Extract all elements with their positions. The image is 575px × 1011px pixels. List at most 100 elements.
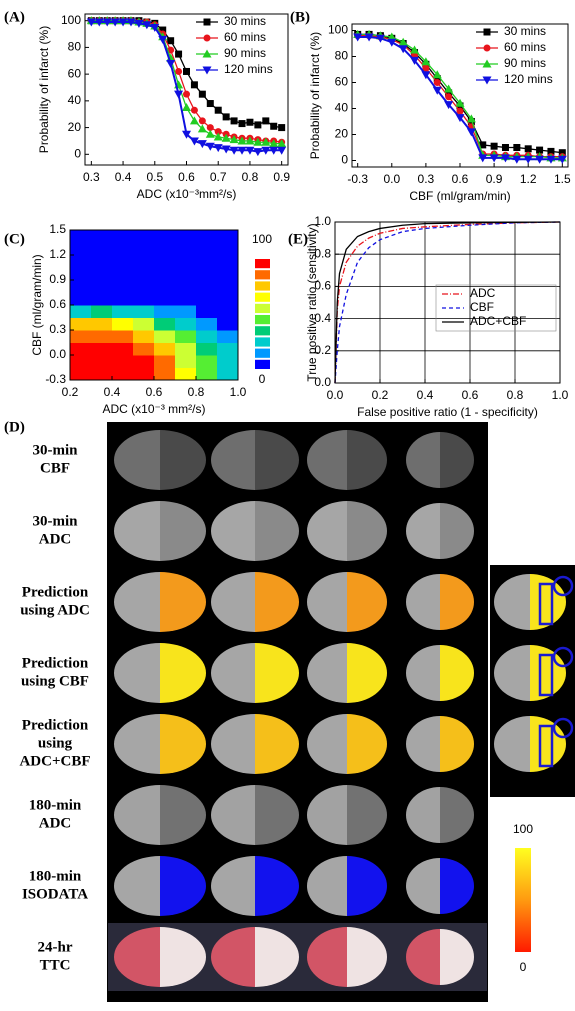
y-tick-label: 0.2	[314, 343, 331, 357]
plot-frame	[351, 23, 569, 168]
colorbar-label: 0	[520, 960, 527, 974]
marker	[261, 146, 271, 155]
marker	[206, 100, 214, 108]
slice-right	[255, 430, 299, 490]
contour-cell	[154, 330, 176, 343]
contour-cell	[196, 317, 218, 331]
contour-cell	[70, 255, 92, 268]
slice-left	[406, 645, 440, 701]
marker	[421, 57, 431, 66]
y-tick-label: 20	[68, 120, 82, 134]
slice-right	[347, 501, 387, 561]
contour-cell	[154, 355, 176, 368]
marker	[546, 155, 556, 164]
marker	[190, 106, 198, 114]
contour-cell	[196, 292, 218, 306]
marker	[206, 124, 214, 132]
y-tick-label: 80	[335, 49, 349, 63]
legend-label: 60 mins	[224, 30, 266, 44]
x-tick-label: 0.0	[383, 172, 400, 186]
inset-roi	[538, 653, 554, 697]
contour-cell	[196, 242, 218, 256]
slice-right	[440, 858, 474, 914]
legend-marker	[482, 76, 492, 85]
colorbar-swatch	[255, 326, 270, 336]
colorbar-swatch	[255, 303, 270, 313]
contour-cell	[175, 230, 197, 243]
marker	[214, 128, 222, 136]
slice-left	[211, 714, 255, 774]
contour-cell	[154, 367, 176, 381]
slice-right	[440, 503, 474, 559]
slice-right	[255, 785, 299, 845]
x-tick-label: 0.3	[418, 172, 435, 186]
contour-cell	[175, 292, 197, 306]
contour-cell	[154, 267, 176, 281]
marker	[500, 154, 510, 163]
slice-left	[211, 572, 255, 632]
marker	[261, 137, 271, 146]
slice-left	[307, 785, 347, 845]
marker	[455, 114, 465, 123]
marker	[229, 146, 239, 155]
y-tick-label: 80	[68, 40, 82, 54]
x-tick-label: 0.8	[507, 388, 524, 402]
marker	[246, 118, 254, 126]
inset-roi	[538, 724, 554, 768]
slice-left	[307, 856, 347, 916]
marker	[489, 154, 499, 163]
row-label: Prediction	[22, 584, 89, 600]
row-label: ADC	[39, 531, 72, 547]
slice-left	[406, 503, 440, 559]
x-axis-label: ADC (x10⁻³ mm²/s)	[103, 402, 206, 416]
slice-right	[347, 714, 387, 774]
slice-right	[440, 574, 474, 630]
legend-marker	[202, 49, 212, 58]
y-tick-label: 0.3	[49, 322, 66, 336]
marker	[466, 128, 476, 137]
contour-cell	[91, 230, 113, 243]
marker	[410, 45, 420, 54]
marker	[102, 18, 112, 27]
slice-right	[347, 572, 387, 632]
slice-right	[440, 645, 474, 701]
contour-cell	[217, 230, 239, 243]
contour-cell	[133, 305, 155, 318]
marker	[524, 145, 532, 153]
contour-cell	[112, 330, 134, 343]
contour-cell	[217, 317, 239, 331]
marker	[490, 142, 498, 150]
x-tick-label: 1.0	[230, 385, 247, 399]
slice-left	[211, 856, 255, 916]
marker	[245, 136, 255, 145]
row-label: 180-min	[29, 797, 82, 813]
contour-cell	[175, 242, 197, 256]
x-tick-label: 0.6	[462, 388, 479, 402]
slice-right	[160, 785, 206, 845]
contour-cell	[154, 342, 176, 356]
slice-left	[307, 572, 347, 632]
legend-label: 90 mins	[224, 46, 266, 60]
slice-left	[114, 856, 160, 916]
marker	[175, 50, 183, 58]
marker	[466, 114, 476, 123]
slice-right	[160, 856, 206, 916]
contour-cell	[154, 292, 176, 306]
series-line	[334, 221, 561, 384]
legend-label: CBF	[470, 300, 494, 314]
contour-cell	[196, 280, 218, 293]
marker	[375, 34, 385, 43]
marker	[422, 64, 430, 72]
contour-cell	[112, 292, 134, 306]
marker	[237, 146, 247, 155]
marker	[444, 101, 454, 110]
legend-label: 30 mins	[504, 24, 546, 38]
marker	[432, 86, 442, 95]
marker	[134, 19, 144, 28]
contour-cell	[91, 267, 113, 281]
contour-cell	[217, 292, 239, 306]
marker	[277, 146, 287, 155]
y-tick-label: -0.3	[45, 372, 66, 386]
slice-left	[114, 785, 160, 845]
x-tick-label: 0.6	[452, 172, 469, 186]
